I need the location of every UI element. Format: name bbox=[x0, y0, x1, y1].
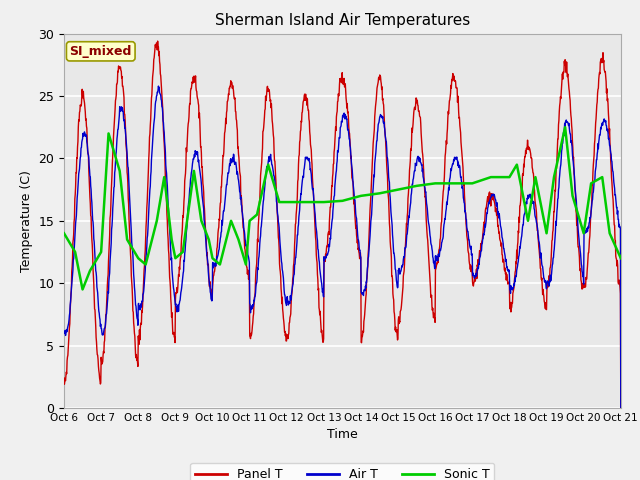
Panel T bbox=[154, 38, 161, 44]
Legend: Panel T, Air T, Sonic T: Panel T, Air T, Sonic T bbox=[191, 463, 494, 480]
Line: Air T: Air T bbox=[64, 86, 621, 408]
Title: Sherman Island Air Temperatures: Sherman Island Air Temperatures bbox=[215, 13, 470, 28]
Sonic T bbox=[339, 198, 346, 204]
Air T bbox=[155, 83, 163, 89]
Air T bbox=[617, 406, 625, 411]
Panel T bbox=[617, 408, 625, 413]
Air T bbox=[246, 310, 254, 316]
Sonic T bbox=[561, 124, 569, 130]
Panel T bbox=[171, 334, 179, 340]
Text: SI_mixed: SI_mixed bbox=[70, 45, 132, 58]
Sonic T bbox=[357, 193, 365, 199]
Air T bbox=[184, 204, 192, 210]
Air T bbox=[429, 255, 437, 261]
Air T bbox=[171, 295, 179, 300]
Panel T bbox=[246, 336, 254, 341]
Sonic T bbox=[617, 255, 625, 261]
Panel T bbox=[60, 375, 68, 381]
Sonic T bbox=[431, 180, 439, 186]
Sonic T bbox=[79, 287, 86, 292]
Air T bbox=[60, 330, 68, 336]
X-axis label: Time: Time bbox=[327, 429, 358, 442]
Air T bbox=[551, 236, 559, 242]
Sonic T bbox=[235, 237, 243, 242]
Panel T bbox=[502, 270, 509, 276]
Sonic T bbox=[60, 230, 68, 236]
Sonic T bbox=[312, 199, 320, 205]
Panel T bbox=[551, 187, 559, 193]
Panel T bbox=[184, 121, 192, 127]
Panel T bbox=[429, 311, 437, 317]
Line: Panel T: Panel T bbox=[64, 41, 621, 410]
Y-axis label: Temperature (C): Temperature (C) bbox=[20, 170, 33, 272]
Line: Sonic T: Sonic T bbox=[64, 127, 621, 289]
Sonic T bbox=[153, 218, 161, 224]
Air T bbox=[502, 256, 509, 262]
